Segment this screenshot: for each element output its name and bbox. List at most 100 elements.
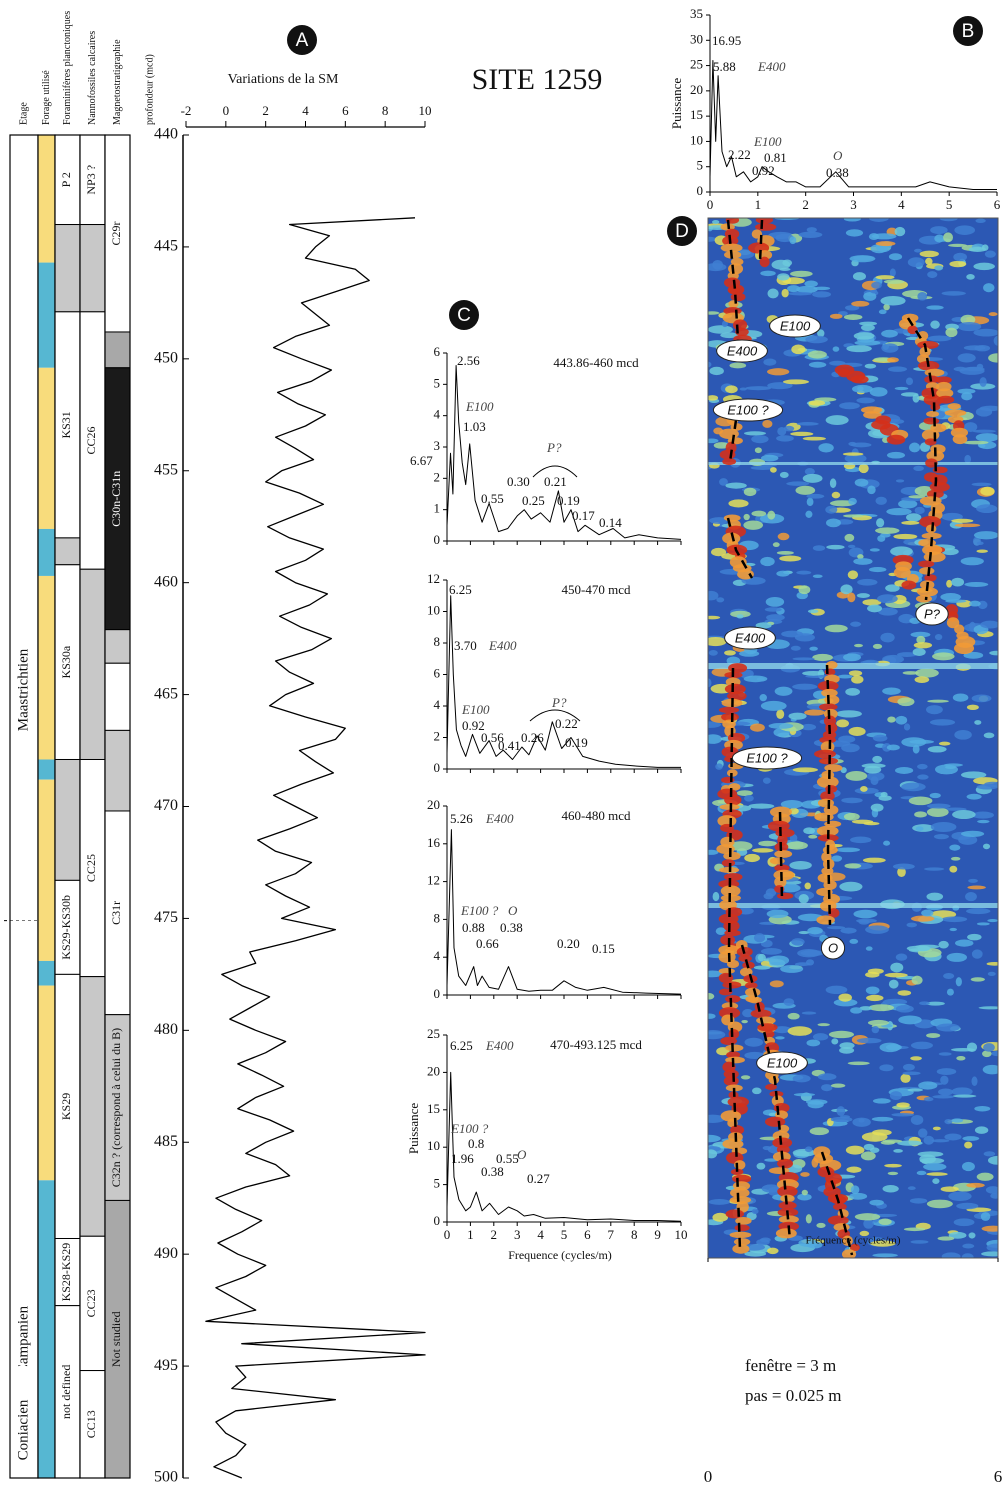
heatmap-cell: [883, 279, 905, 284]
heatmap-cell: [779, 555, 802, 562]
y-tick-label: 25: [427, 1026, 440, 1041]
heatmap-cell: [929, 719, 956, 726]
heatmap-cell: [730, 1187, 750, 1198]
heatmap-cell: [976, 363, 984, 370]
heatmap-cell: [790, 645, 801, 651]
peak-label: P?: [546, 440, 562, 455]
heatmap-cell: [744, 1037, 764, 1047]
chart-subtitle: 460-480 mcd: [562, 808, 631, 823]
heatmap-cell: [955, 977, 962, 987]
depth-tick-label: 470: [154, 797, 178, 814]
heatmap-cell: [966, 908, 991, 915]
value-tick-label: -2: [181, 103, 192, 118]
heatmap-cell: [964, 1141, 973, 1149]
heatmap-cell: [709, 366, 724, 376]
heatmap-cell: [853, 909, 878, 919]
heatmap-cell: [926, 410, 940, 418]
strat-unit: [38, 367, 55, 529]
heatmap-cell: [875, 241, 896, 247]
heatmap-cell: [923, 1135, 935, 1145]
strat-label: C32n ? (correspond à celui du B): [109, 1028, 123, 1187]
heatmap-cell: [963, 422, 978, 432]
heatmap-cell: [783, 998, 795, 1006]
heatmap-cell: [870, 803, 884, 812]
heatmap-cell: [925, 524, 937, 534]
heatmap-cell: [865, 986, 880, 995]
x-tick-label: 2: [491, 1227, 498, 1242]
heatmap-cell: [774, 876, 787, 888]
chart-subtitle: 450-470 mcd: [562, 582, 631, 597]
strat-unit: [104, 629, 131, 664]
strat-unit: [104, 331, 131, 369]
depth-tick-label: 485: [154, 1133, 178, 1150]
heatmap-cell: [964, 454, 972, 464]
heatmap-cell: [917, 774, 929, 780]
heatmap-cell: [860, 785, 868, 792]
heatmap-cell: [893, 566, 911, 579]
heatmap-cell: [910, 1114, 924, 1125]
heatmap-cell: [708, 263, 727, 272]
heatmap-cell: [976, 922, 990, 926]
heatmap-cell: [878, 607, 898, 616]
peak-label: 6.25: [450, 1038, 473, 1053]
heatmap-cell: [955, 939, 974, 947]
heatmap-cell: [760, 454, 779, 462]
heatmap-cell: [804, 882, 811, 890]
heatmap-cell: [867, 485, 876, 495]
heatmap-cell: [880, 632, 895, 643]
heatmap-cell: [759, 256, 770, 268]
heatmap-cell: [910, 1056, 922, 1061]
heatmap-cell: [845, 229, 864, 237]
heatmap-cell: [957, 388, 976, 394]
heatmap-cell: [967, 933, 982, 941]
heatmap-cell: [929, 792, 941, 799]
x-tick-label: 3: [850, 197, 857, 212]
heatmap-cell: [846, 345, 872, 353]
heatmap-cell: [881, 343, 899, 353]
heatmap-cell: [954, 729, 972, 740]
heatmap-cell: [829, 360, 846, 366]
heatmap-cell: [821, 688, 838, 698]
heatmap-cell: [850, 375, 869, 384]
heatmap-cell: [949, 260, 967, 268]
heatmap-cell: [976, 549, 988, 553]
heatmap-cell: [807, 926, 823, 935]
heatmap-cell: [719, 449, 736, 460]
strat-unit: [10, 920, 38, 1367]
heatmap-cell: [862, 599, 882, 606]
heatmap-cell: [926, 305, 944, 310]
heatmap-cell: [867, 604, 883, 613]
heatmap-cell: [798, 931, 810, 935]
heatmap-cell: [872, 734, 888, 742]
heatmap-cell: [936, 388, 954, 398]
heatmap-cell: [720, 934, 736, 946]
heatmap-cell: [843, 314, 863, 320]
heatmap-cell: [966, 1182, 985, 1188]
heatmap-cell: [737, 569, 754, 580]
heatmap-cell: [869, 1147, 880, 1153]
strat-label: C29r: [109, 221, 123, 245]
heatmap-cell: [968, 1232, 976, 1239]
heatmap-cell: [732, 1244, 750, 1254]
heatmap-cell: [857, 578, 878, 586]
peak-label: 0.38: [481, 1164, 504, 1179]
series-line: [205, 217, 426, 1479]
heatmap-cell: [969, 600, 981, 607]
heatmap-cell: [853, 558, 873, 565]
cycle-oval: [820, 936, 846, 960]
heatmap-cell: [775, 1228, 797, 1239]
heatmap-cell: [744, 1251, 767, 1257]
peak-bracket: [532, 465, 578, 478]
heatmap-cell: [723, 873, 743, 881]
heatmap-cell: [886, 451, 906, 459]
strat-label: Campanien: [15, 1305, 31, 1374]
heatmap-cell: [990, 1192, 998, 1199]
peak-label: 0.26: [521, 730, 544, 745]
heatmap-cell: [808, 400, 826, 406]
y-tick-label: 12: [427, 873, 440, 888]
heatmap-cell: [708, 993, 715, 1000]
heatmap-cell: [712, 1212, 729, 1222]
heatmap-cell: [816, 776, 839, 788]
peak-label: 0.55: [481, 491, 504, 506]
heatmap-cell: [895, 1005, 914, 1013]
